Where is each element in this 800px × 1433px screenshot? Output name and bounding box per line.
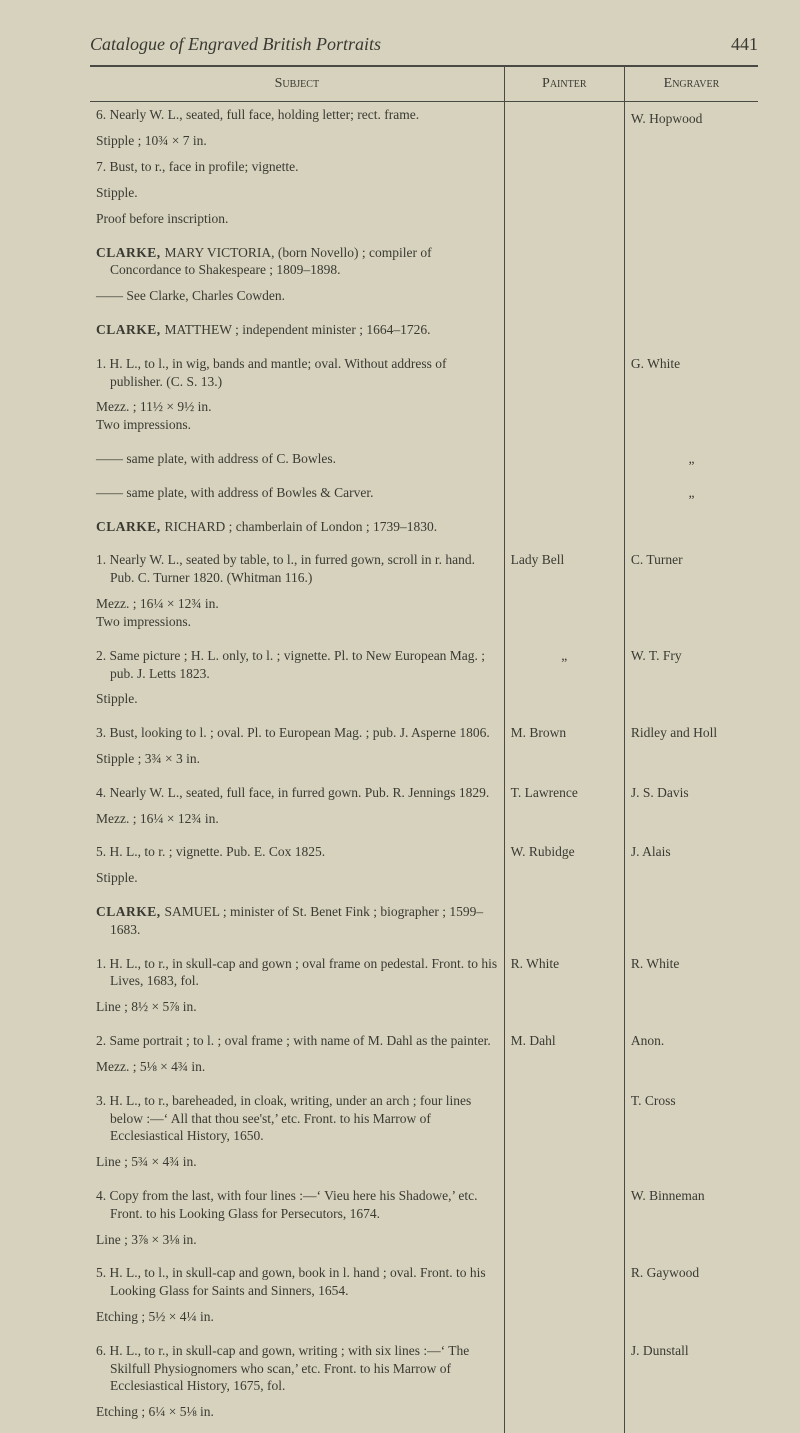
catalogue-table: Subject Painter Engraver 6. Nearly W. L.… xyxy=(90,67,758,1433)
entry-heading: CLARKE, MATTHEW ; independent minister ;… xyxy=(96,321,498,339)
engraver-name: J. Alais xyxy=(631,843,752,861)
table-row: 5. H. L., to l., in skull-cap and gown, … xyxy=(90,1260,758,1337)
entry-sub: Mezz. ; 16¼ × 12¾ in. Two impressions. xyxy=(96,595,498,631)
entry-text: 1. H. L., to l., in wig, bands and mantl… xyxy=(96,355,498,391)
entry-head: CLARKE, xyxy=(96,245,165,260)
ditto-mark: „ xyxy=(688,485,694,500)
engraver-name: Ridley and Holl xyxy=(631,724,752,742)
table-row: 6. Nearly W. L., seated, full face, hold… xyxy=(90,102,758,239)
entry-sub: Mezz. ; 11½ × 9½ in. Two impressions. xyxy=(96,398,498,434)
table-row: 2. Same portrait ; to l. ; oval frame ; … xyxy=(90,1028,758,1088)
table-row: CLARKE, MATTHEW ; independent minister ;… xyxy=(90,317,758,351)
engraver-name: W. Binneman xyxy=(631,1187,752,1205)
page: Catalogue of Engraved British Portraits … xyxy=(0,0,800,1346)
entry-text: 5. H. L., to r. ; vignette. Pub. E. Cox … xyxy=(96,843,498,861)
entry-sub: Stipple. xyxy=(96,184,498,202)
table-header-row: Subject Painter Engraver xyxy=(90,67,758,101)
entry-text: 4. Nearly W. L., seated, full face, in f… xyxy=(96,784,498,802)
entry-sub: Proof before inscription. xyxy=(96,210,498,228)
painter-name: W. Rubidge xyxy=(511,843,618,861)
ditto-mark: „ xyxy=(688,451,694,466)
entry-rest: SAMUEL ; minister of St. Benet Fink ; bi… xyxy=(110,904,483,937)
engraver-name: W. Hopwood xyxy=(631,106,752,128)
entry-rest: MATTHEW ; independent minister ; 1664–17… xyxy=(165,322,431,337)
running-head: Catalogue of Engraved British Portraits … xyxy=(90,34,758,55)
engraver-name: T. Cross xyxy=(631,1092,752,1110)
table-row: —— same plate, with address of Bowles & … xyxy=(90,480,758,514)
entry-sub: Etching ; 6¼ × 5⅛ in. xyxy=(96,1403,498,1421)
painter-name: M. Brown xyxy=(511,724,618,742)
entry-sub: Line ; 8½ × 5⅞ in. xyxy=(96,998,498,1016)
entry-head: CLARKE, xyxy=(96,322,165,337)
painter-name: M. Dahl xyxy=(511,1032,618,1050)
table-row: 2. Same picture ; H. L. only, to l. ; vi… xyxy=(90,643,758,720)
table-row: 3. H. L., to r., bareheaded, in cloak, w… xyxy=(90,1088,758,1183)
table-row: 1. H. L., to r., in skull-cap and gown ;… xyxy=(90,951,758,1028)
painter-name: T. Lawrence xyxy=(511,784,618,802)
entry-sub: Mezz. ; 5⅛ × 4¾ in. xyxy=(96,1058,498,1076)
entry-text: 2. Same portrait ; to l. ; oval frame ; … xyxy=(96,1032,498,1050)
entry-text: —— same plate, with address of C. Bowles… xyxy=(96,450,498,468)
table-row: 1. Nearly W. L., seated by table, to l.,… xyxy=(90,547,758,642)
table-row: CLARKE, RICHARD ; chamberlain of London … xyxy=(90,514,758,548)
painter-name: Lady Bell xyxy=(511,551,618,569)
entry-text: 3. Bust, looking to l. ; oval. Pl. to Eu… xyxy=(96,724,498,742)
ditto-mark: „ xyxy=(561,648,567,663)
entry-text: —— same plate, with address of Bowles & … xyxy=(96,484,498,502)
table-row: 4. Nearly W. L., seated, full face, in f… xyxy=(90,780,758,840)
table-row: CLARKE, MARY VICTORIA, (born Novello) ; … xyxy=(90,240,758,317)
col-engraver-header: Engraver xyxy=(624,67,758,101)
engraver-name: J. Dunstall xyxy=(631,1342,752,1360)
engraver-name: J. S. Davis xyxy=(631,784,752,802)
entry-text: 7. Bust, to r., face in profile; vignett… xyxy=(96,158,498,176)
table-row: CLARKE, SAMUEL ; minister of St. Benet F… xyxy=(90,899,758,951)
running-title: Catalogue of Engraved British Portraits xyxy=(90,34,381,55)
entry-text: 6. H. L., to r., in skull-cap and gown, … xyxy=(96,1342,498,1395)
entry-text: 1. H. L., to r., in skull-cap and gown ;… xyxy=(96,955,498,991)
entry-heading: CLARKE, SAMUEL ; minister of St. Benet F… xyxy=(96,903,498,939)
entry-sub: Line ; 3⅞ × 3⅛ in. xyxy=(96,1231,498,1249)
table-row: 4. Copy from the last, with four lines :… xyxy=(90,1183,758,1260)
entry-rest: RICHARD ; chamberlain of London ; 1739–1… xyxy=(165,519,438,534)
page-number: 441 xyxy=(731,34,758,55)
entry-heading: CLARKE, MARY VICTORIA, (born Novello) ; … xyxy=(96,244,498,280)
entry-sub: Stipple ; 3¾ × 3 in. xyxy=(96,750,498,768)
table-row: —— same plate, with address of C. Bowles… xyxy=(90,446,758,480)
table-row: 1. H. L., to l., in wig, bands and mantl… xyxy=(90,351,758,446)
entry-head: CLARKE, xyxy=(96,904,165,919)
col-painter-header: Painter xyxy=(504,67,624,101)
entry-text: 1. Nearly W. L., seated by table, to l.,… xyxy=(96,551,498,587)
engraver-name: Anon. xyxy=(631,1032,752,1050)
entry-sub: Stipple ; 10¾ × 7 in. xyxy=(96,132,498,150)
entry-text: 5. H. L., to l., in skull-cap and gown, … xyxy=(96,1264,498,1300)
entry-sub: Mezz. ; 16¼ × 12¾ in. xyxy=(96,810,498,828)
entry-text: 6. Nearly W. L., seated, full face, hold… xyxy=(96,106,498,124)
table-row: 5. H. L., to r. ; vignette. Pub. E. Cox … xyxy=(90,839,758,899)
entry-text: —— See Clarke, Charles Cowden. xyxy=(96,287,498,305)
table-row: 6. H. L., to r., in skull-cap and gown, … xyxy=(90,1338,758,1433)
entry-sub: Stipple. xyxy=(96,690,498,708)
entry-sub: Etching ; 5½ × 4¼ in. xyxy=(96,1308,498,1326)
entry-sub: Stipple. xyxy=(96,869,498,887)
entry-heading: CLARKE, RICHARD ; chamberlain of London … xyxy=(96,518,498,536)
entry-text: 2. Same picture ; H. L. only, to l. ; vi… xyxy=(96,647,498,683)
entry-text: 3. H. L., to r., bareheaded, in cloak, w… xyxy=(96,1092,498,1145)
col-subject-header: Subject xyxy=(90,67,504,101)
table-row: 3. Bust, looking to l. ; oval. Pl. to Eu… xyxy=(90,720,758,780)
entry-text: 4. Copy from the last, with four lines :… xyxy=(96,1187,498,1223)
engraver-name: R. White xyxy=(631,955,752,973)
painter-name: R. White xyxy=(511,955,618,973)
engraver-name: C. Turner xyxy=(631,551,752,569)
engraver-name: G. White xyxy=(631,355,752,373)
engraver-name: R. Gaywood xyxy=(631,1264,752,1282)
entry-sub: Line ; 5¾ × 4¾ in. xyxy=(96,1153,498,1171)
entry-head: CLARKE, xyxy=(96,519,165,534)
engraver-name: W. T. Fry xyxy=(631,647,752,665)
